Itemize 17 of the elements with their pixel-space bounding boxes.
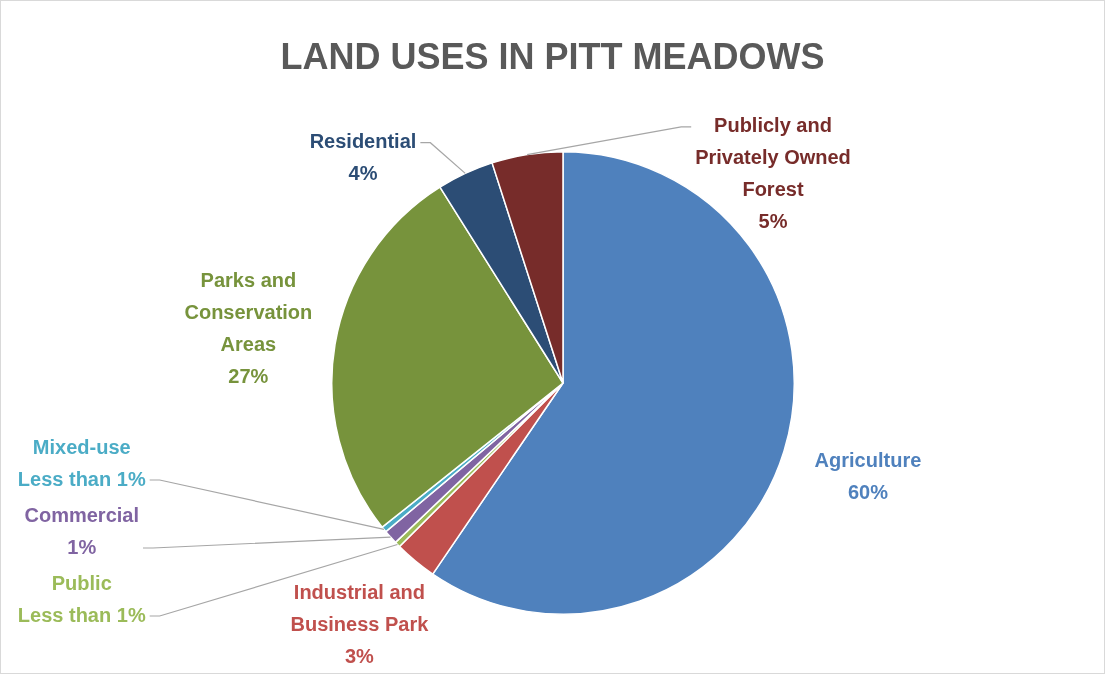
data-label: 5%	[758, 210, 788, 233]
slice-label: Mixed-use	[32, 435, 131, 458]
slice-label: Publicly and Privately Owned Forest	[695, 114, 851, 201]
data-label: 60%	[847, 480, 889, 503]
slice-label: Parks and Conservation Areas	[184, 269, 313, 356]
data-label: 4%	[348, 162, 378, 185]
data-label: Less than 1%	[17, 603, 146, 626]
data-label: Less than 1%	[17, 467, 146, 490]
data-label: 3%	[344, 644, 375, 667]
data-label: 1%	[67, 535, 97, 558]
slice-label: Agriculture	[814, 448, 922, 471]
data-label: 27%	[228, 365, 269, 388]
slice-label: Industrial and Business Park	[290, 580, 430, 635]
slice-label: Public	[51, 571, 112, 594]
slice-label: Residential	[309, 130, 417, 153]
slice-label: Commercial	[24, 503, 139, 526]
chart-title: LAND USES IN PITT MEADOWS	[280, 35, 825, 77]
